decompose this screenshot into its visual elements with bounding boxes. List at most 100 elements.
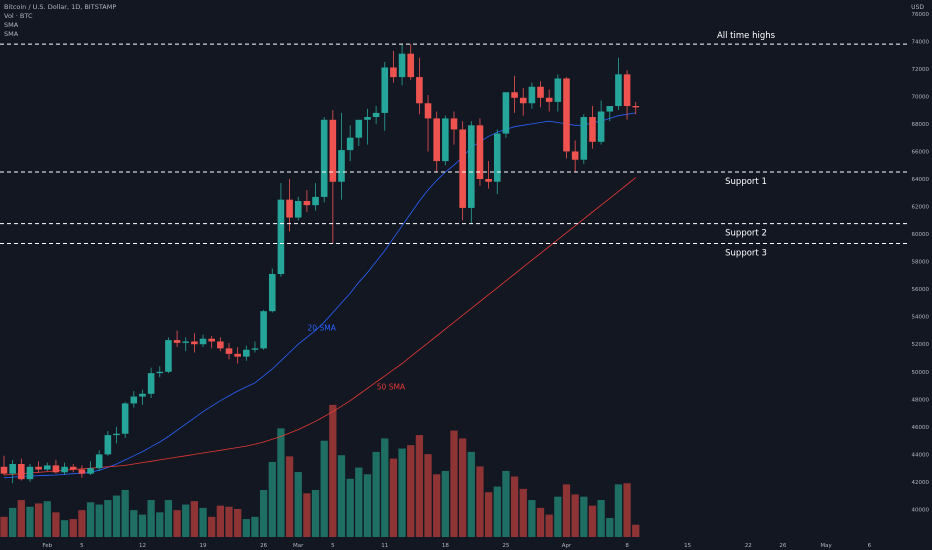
candle-body: [243, 349, 250, 357]
candle-body: [537, 86, 544, 98]
volume-bar: [251, 516, 259, 537]
volume-bar: [623, 483, 631, 537]
candle-body: [571, 151, 579, 160]
volume-bar: [285, 456, 294, 537]
candle-body: [268, 274, 276, 312]
candle-body: [182, 341, 190, 343]
volume-bar: [130, 510, 138, 537]
candle-body: [191, 341, 198, 345]
candle-body: [606, 106, 614, 112]
level-label: Support 3: [725, 249, 767, 259]
price-tick-label: 70000: [912, 94, 930, 100]
volume-bar: [545, 514, 553, 537]
time-tick-label: 26: [260, 543, 267, 549]
price-tick-label: 56000: [912, 287, 930, 293]
time-tick-label: 12: [139, 543, 146, 549]
volume-bar: [199, 507, 207, 537]
volume-bar: [147, 500, 155, 537]
volume-bar: [588, 505, 597, 537]
candle-body: [0, 466, 8, 474]
candle-body: [372, 112, 380, 118]
candle-body: [251, 348, 259, 350]
level-label: All time highs: [717, 31, 776, 41]
candle-body: [502, 92, 510, 134]
candle-body: [589, 117, 596, 142]
candle-body: [398, 53, 406, 78]
candle-body: [208, 338, 215, 342]
price-tick-label: 72000: [912, 67, 930, 73]
candle-body: [459, 129, 466, 208]
volume-bar: [52, 512, 60, 537]
price-tick-label: 68000: [912, 122, 930, 128]
candle-body: [416, 77, 423, 104]
candle-body: [104, 435, 112, 455]
price-tick-label: 52000: [912, 342, 930, 348]
volume-bar: [138, 514, 147, 537]
candle-body: [381, 67, 389, 113]
currency-label: USD: [911, 4, 924, 11]
candle-body: [312, 196, 319, 206]
volume-bar: [95, 504, 103, 537]
volume-bar: [173, 510, 181, 537]
candle-body: [78, 469, 86, 474]
candle-body: [294, 201, 302, 218]
candle-body: [493, 133, 501, 182]
volume-bar: [303, 493, 311, 537]
volume-bar: [69, 519, 77, 537]
time-axis[interactable]: Feb 5 12 19 26 Mar 5 11 18 25 Apr 8 15 22 26 May 6: [0, 537, 932, 550]
candle-body: [199, 338, 207, 345]
candle-body: [545, 97, 553, 102]
candle-body: [511, 92, 518, 98]
volume-bar: [208, 516, 216, 537]
time-tick-label: 6: [868, 543, 872, 549]
volume-legend: Vol · BTC: [4, 12, 33, 20]
volume-bar: [493, 486, 501, 537]
candle-body: [355, 119, 363, 138]
price-tick-label: 74000: [912, 39, 930, 45]
volume-bar: [424, 454, 432, 537]
time-tick-label: 25: [502, 543, 509, 549]
volume-bar: [502, 470, 510, 537]
volume-bar: [311, 489, 320, 537]
price-tick-label: 42000: [912, 480, 930, 486]
time-tick-label: 8: [625, 543, 629, 549]
candle-body: [519, 97, 527, 104]
volume-bar: [484, 492, 493, 537]
volume-bar: [104, 500, 112, 537]
annotations: 20 SMA 50 SMA: [308, 323, 406, 391]
volume-bar: [43, 501, 51, 537]
candle-body: [320, 119, 328, 197]
candle-body: [156, 371, 164, 374]
candle-body: [260, 311, 267, 349]
price-tick-label: 50000: [912, 370, 930, 376]
candle-body: [225, 348, 233, 354]
volume-bar: [450, 430, 458, 537]
candle-body: [476, 125, 484, 179]
volume-bar: [225, 506, 233, 537]
level-label: Support 1: [725, 177, 767, 187]
volume-bar: [407, 445, 415, 537]
volume-bar: [277, 428, 285, 537]
candle-body: [147, 373, 155, 394]
price-tick-label: 64000: [912, 177, 930, 183]
price-axis[interactable]: 40000 42000 44000 46000 48000 50000 52000 54000…: [908, 0, 932, 550]
volume-bar: [381, 438, 389, 537]
candle-body: [121, 403, 129, 434]
sma-lines: [3, 112, 636, 479]
volume-bar: [632, 524, 640, 537]
candle-body: [286, 199, 293, 218]
volume-bar: [554, 496, 562, 537]
candle-body: [338, 150, 345, 182]
price-tick-label: 76000: [912, 12, 930, 18]
volume-bar: [112, 495, 121, 537]
candle-body: [52, 465, 60, 473]
volume-bar: [60, 520, 69, 537]
candle-body: [468, 125, 475, 208]
candle-body: [113, 433, 120, 436]
price-tick-label: 62000: [912, 205, 930, 211]
volume-bar: [121, 489, 129, 537]
volume-bar: [78, 510, 86, 537]
candle-body: [346, 137, 354, 151]
candle-body: [442, 118, 449, 162]
